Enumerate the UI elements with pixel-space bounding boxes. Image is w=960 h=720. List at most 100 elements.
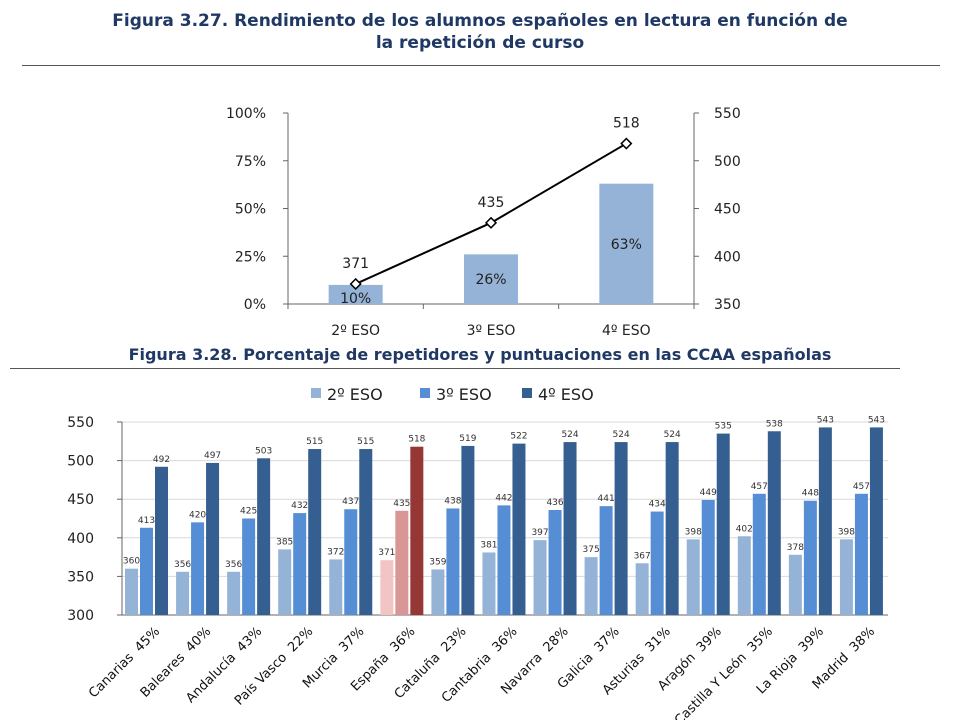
percent-bar — [599, 183, 654, 304]
left-tick-label: 0% — [244, 297, 266, 313]
score-bar — [344, 509, 358, 615]
score-bar-label: 398 — [838, 527, 855, 537]
legend-label: 4º ESO — [538, 385, 594, 404]
score-bar — [308, 449, 322, 615]
score-bar — [278, 549, 292, 615]
category-region: Madrid — [810, 650, 852, 692]
score-bar-label: 372 — [327, 547, 344, 557]
title-underline-2 — [10, 368, 900, 369]
x-tick-label: 2º ESO — [331, 323, 380, 339]
score-bar-label: 438 — [444, 496, 461, 506]
score-bar — [359, 449, 373, 615]
score-label: 435 — [478, 195, 505, 211]
left-tick-label: 100% — [226, 106, 266, 122]
score-bar — [155, 466, 168, 615]
score-bar-label: 420 — [189, 510, 206, 520]
score-bar — [446, 508, 460, 615]
category-percentage: 37% — [592, 624, 623, 655]
score-bar-label: 413 — [138, 516, 155, 526]
category-percentage: 28% — [541, 624, 572, 655]
score-bar — [548, 510, 562, 615]
category-percentage: 36% — [490, 624, 521, 655]
category-region: País Vasco — [232, 650, 290, 708]
score-bar-label: 503 — [255, 446, 272, 456]
score-bar-label: 524 — [664, 430, 681, 440]
category-region: Galicia — [555, 650, 597, 692]
score-bar-label: 524 — [561, 430, 578, 440]
score-bar — [191, 522, 205, 615]
score-bar — [176, 571, 190, 615]
score-bar-label: 543 — [868, 415, 885, 425]
category-region: Cataluña — [392, 650, 444, 702]
right-tick-label: 550 — [714, 106, 741, 122]
score-bar — [482, 552, 496, 615]
score-bar — [701, 499, 715, 615]
legend-swatch — [311, 388, 321, 398]
score-bar-label: 359 — [429, 557, 446, 567]
percent-bar-label: 10% — [340, 291, 371, 307]
score-bar — [140, 527, 153, 615]
percent-bar — [328, 284, 383, 304]
score-bar — [461, 445, 475, 615]
left-tick-label: 75% — [235, 154, 266, 170]
category-percentage: 40% — [183, 624, 214, 655]
score-bar — [716, 433, 730, 615]
score-bar-label: 519 — [459, 434, 476, 444]
category-percentage: 37% — [336, 624, 367, 655]
score-bar — [788, 554, 802, 615]
score-bar-label: 497 — [204, 451, 221, 461]
category-region: Cantabria — [439, 650, 495, 706]
score-bar — [293, 513, 307, 615]
score-bar-label: 515 — [306, 437, 323, 447]
legend-label: 2º ESO — [327, 385, 383, 404]
category-region: Baleares — [138, 650, 189, 701]
category-percentage: 22% — [285, 624, 316, 655]
score-marker — [484, 216, 498, 229]
score-bar-label: 434 — [649, 500, 666, 510]
score-bar-label: 375 — [583, 545, 600, 555]
legend-swatch — [522, 388, 532, 398]
left-tick-label: 50% — [235, 202, 266, 218]
category-percentage: 31% — [643, 624, 674, 655]
score-bar-label: 371 — [378, 548, 395, 558]
score-bar-label: 442 — [495, 493, 512, 503]
score-bar-label: 437 — [342, 497, 359, 507]
score-bar — [329, 559, 343, 615]
category-percentage: 38% — [847, 624, 878, 655]
left-tick-label: 25% — [235, 249, 266, 265]
y-tick-label: 450 — [67, 492, 94, 508]
score-bar — [665, 442, 679, 615]
score-bar — [614, 442, 628, 615]
category-percentage: 45% — [132, 624, 163, 655]
category-region: Murcia — [300, 650, 341, 691]
right-tick-label: 400 — [714, 249, 741, 265]
score-bar — [206, 462, 220, 615]
score-bar-label: 378 — [787, 543, 804, 553]
score-bar-label: 441 — [598, 494, 615, 504]
category-region: Canarias — [86, 650, 137, 701]
score-bar — [380, 560, 394, 615]
category-region: Asturias — [600, 650, 648, 698]
right-tick-label: 350 — [714, 297, 741, 313]
score-bar — [752, 493, 766, 615]
score-bar — [854, 493, 868, 615]
score-bar-label: 448 — [802, 489, 819, 499]
score-label: 518 — [613, 116, 640, 132]
score-marker — [620, 137, 633, 150]
title-underline-1 — [22, 65, 940, 66]
figure-3-27-title-line1: Figura 3.27. Rendimiento de los alumnos … — [112, 11, 848, 31]
y-tick-label: 400 — [67, 531, 94, 547]
score-bar — [395, 510, 409, 615]
y-tick-label: 500 — [67, 454, 94, 470]
score-bar-label: 449 — [700, 488, 717, 498]
score-bar-label: 518 — [408, 435, 425, 445]
percent-bar — [464, 254, 518, 304]
score-bar — [125, 568, 138, 615]
legend-swatch — [420, 388, 430, 398]
category-percentage: 39% — [796, 624, 827, 655]
score-marker — [349, 277, 362, 291]
score-bar-label: 538 — [766, 419, 783, 429]
score-bar — [257, 458, 271, 615]
